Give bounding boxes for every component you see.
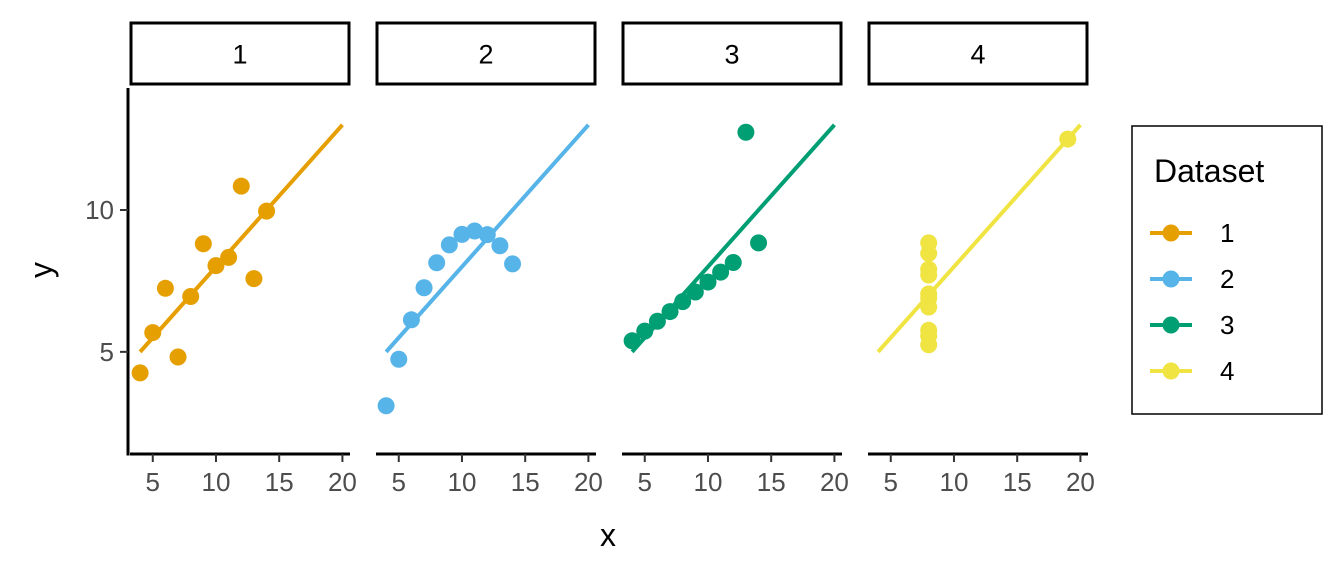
x-tick-label-3-5: 5 <box>638 467 652 497</box>
data-point-1-5 <box>220 248 238 266</box>
legend-key-point-1 <box>1162 224 1180 242</box>
legend-title: Dataset <box>1154 153 1264 189</box>
x-tick-label-3-10: 10 <box>694 467 723 497</box>
facet-strip-label-1: 1 <box>232 40 247 70</box>
data-point-3-6 <box>750 234 768 252</box>
x-tick-label-1-10: 10 <box>202 467 231 497</box>
facet-panel-1: 15 10 15 20 <box>129 21 357 497</box>
legend-label-3: 3 <box>1220 310 1234 340</box>
data-point-3-10 <box>661 303 679 321</box>
data-point-3-2 <box>674 293 692 311</box>
legend-label-2: 2 <box>1220 264 1234 294</box>
data-point-1-7 <box>156 279 174 297</box>
data-point-4-5 <box>920 244 938 262</box>
legend-key-point-3 <box>1162 316 1180 334</box>
x-tick-label-2-10: 10 <box>448 467 477 497</box>
data-point-3-9 <box>724 253 742 271</box>
data-point-3-1 <box>699 273 717 291</box>
legend-key-point-2 <box>1162 270 1180 288</box>
x-tick-label-2-15: 15 <box>511 467 540 497</box>
facet-strip-label-4: 4 <box>970 40 985 70</box>
data-point-3-5 <box>712 263 730 281</box>
x-tick-label-4-20: 20 <box>1066 467 1095 497</box>
data-point-3-8 <box>623 332 641 350</box>
data-point-2-9 <box>478 226 496 244</box>
legend-box <box>1131 125 1323 415</box>
data-point-1-10 <box>169 348 187 366</box>
facet-panel-4: 4 5 10 15 20 <box>867 21 1095 497</box>
x-tick-label-4-15: 15 <box>1003 467 1032 497</box>
data-point-2-7 <box>402 311 420 329</box>
y-tick-label-10: 10 <box>85 195 114 225</box>
y-axis-title: y <box>23 262 59 278</box>
data-point-1-1 <box>207 257 225 275</box>
data-point-1-6 <box>258 202 276 220</box>
legend-key-point-4 <box>1162 362 1180 380</box>
y-tick-label-5: 5 <box>100 337 114 367</box>
data-point-1-2 <box>182 288 200 306</box>
data-point-4-11 <box>920 289 938 307</box>
facet-strip-label-3: 3 <box>724 40 739 70</box>
data-point-2-4 <box>440 236 458 254</box>
legend-label-4: 4 <box>1220 356 1234 386</box>
legend-items: 1 2 3 4 <box>1150 218 1234 386</box>
fit-line-1 <box>138 123 344 354</box>
x-tick-label-3-15: 15 <box>757 467 786 497</box>
data-point-1-8 <box>131 364 149 382</box>
x-tick-label-3-20: 20 <box>820 467 849 497</box>
data-point-2-3 <box>491 237 509 255</box>
facet-strip-2 <box>375 21 597 86</box>
x-tick-label-4-10: 10 <box>940 467 969 497</box>
x-axis-title: x <box>600 517 616 553</box>
data-point-1-3 <box>245 270 263 288</box>
data-point-3-3 <box>737 123 755 141</box>
data-point-4-9 <box>920 327 938 345</box>
data-point-3-4 <box>686 283 704 301</box>
y-axis: 5 10 <box>85 88 130 456</box>
x-tick-label-1-15: 15 <box>265 467 294 497</box>
data-point-1-9 <box>232 177 250 195</box>
facet-strip-4 <box>867 21 1089 86</box>
data-point-1-11 <box>144 324 162 342</box>
x-tick-label-1-20: 20 <box>328 467 357 497</box>
facet-strip-label-2: 2 <box>478 40 493 70</box>
data-point-2-10 <box>415 279 433 297</box>
x-tick-label-4-5: 5 <box>884 467 898 497</box>
data-point-3-11 <box>636 322 654 340</box>
data-point-2-8 <box>377 397 395 415</box>
facet-panel-3: 3 5 10 15 20 <box>621 21 849 497</box>
data-point-3-7 <box>648 312 666 330</box>
fit-line-4 <box>876 123 1082 354</box>
legend-label-1: 1 <box>1220 218 1234 248</box>
data-point-2-11 <box>390 350 408 368</box>
facet-strip-1 <box>129 21 351 86</box>
x-tick-label-2-20: 20 <box>574 467 603 497</box>
x-tick-label-2-5: 5 <box>392 467 406 497</box>
facet-panel-2: 2 5 10 15 20 <box>375 21 603 497</box>
legend: Dataset 1 2 3 4 <box>1131 125 1323 415</box>
facet-strip-3 <box>621 21 843 86</box>
data-point-1-4 <box>194 235 212 253</box>
x-tick-label-1-5: 5 <box>146 467 160 497</box>
data-point-2-2 <box>428 254 446 272</box>
data-point-2-6 <box>504 255 522 273</box>
data-point-4-10 <box>920 260 938 278</box>
data-point-4-8 <box>1059 130 1077 148</box>
